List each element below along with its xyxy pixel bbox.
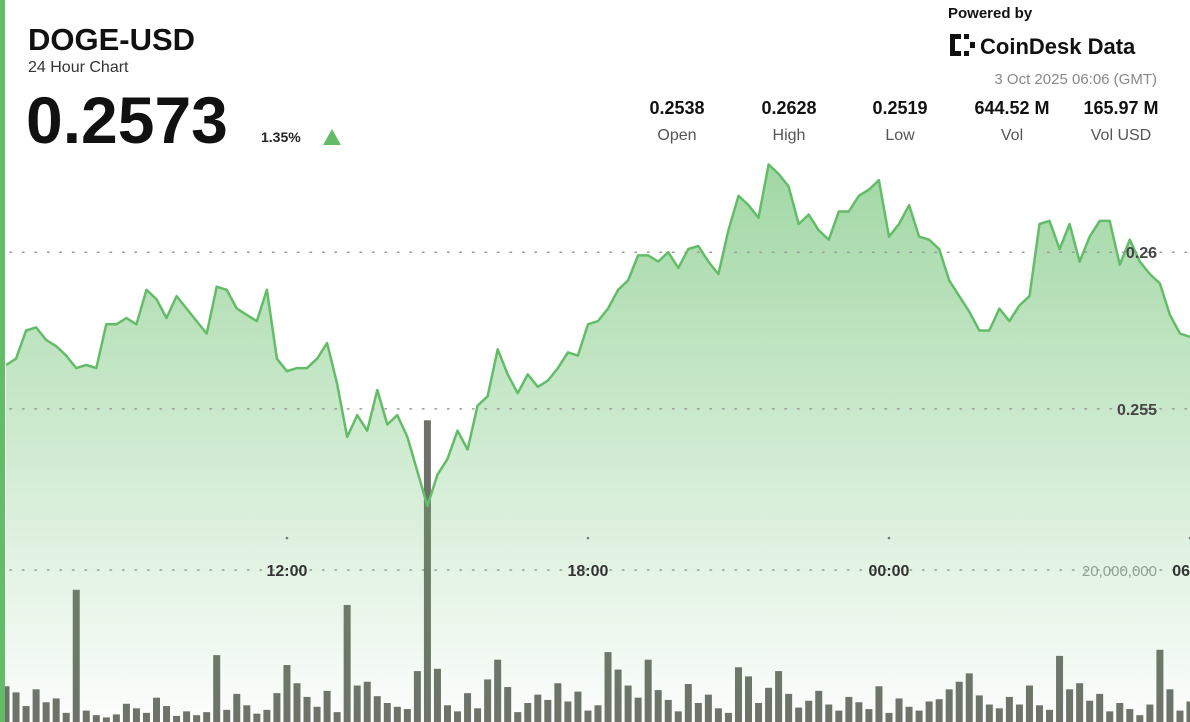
brand: CoinDesk Data	[980, 34, 1136, 59]
change: 1.35%	[261, 129, 301, 145]
subtitle: 24 Hour Chart	[28, 59, 129, 76]
stat-value: 0.2538	[649, 98, 704, 118]
x-tick	[887, 536, 891, 540]
stat-value: 0.2519	[872, 98, 927, 118]
x-tick	[285, 536, 289, 540]
accent-bar	[0, 0, 5, 722]
stat-label: Low	[885, 127, 915, 144]
x-tick-label: 12:00	[266, 563, 307, 580]
up-arrow	[323, 129, 341, 145]
stat-label: Open	[657, 127, 696, 144]
stat-label: High	[773, 127, 806, 144]
symbol: DOGE-USD	[28, 22, 195, 57]
stat-label: Vol	[1001, 127, 1023, 144]
powered-by: Powered by	[948, 5, 1033, 22]
x-tick-label: 18:00	[568, 563, 609, 580]
price-line	[5, 163, 1190, 508]
x-tick	[586, 536, 590, 540]
stats: 0.2538 Open 0.2628 High 0.2519 Low 644.52 M Vol…	[649, 98, 1158, 144]
x-tick-label: 00:00	[869, 563, 910, 580]
price-area	[6, 164, 1190, 722]
brand-logo	[950, 34, 975, 56]
x-tick-label: 06	[1172, 563, 1190, 580]
y-tick-label: 0.255	[1117, 402, 1157, 419]
y-tick-label: 0.26	[1126, 245, 1157, 262]
stat-label: Vol USD	[1091, 127, 1151, 144]
timestamp: 3 Oct 2025 06:06 (GMT)	[994, 71, 1157, 88]
stat-value: 0.2628	[761, 98, 816, 118]
price: 0.2573	[26, 83, 228, 157]
stat-value: 165.97 M	[1083, 98, 1158, 118]
stat-value: 644.52 M	[974, 98, 1049, 118]
